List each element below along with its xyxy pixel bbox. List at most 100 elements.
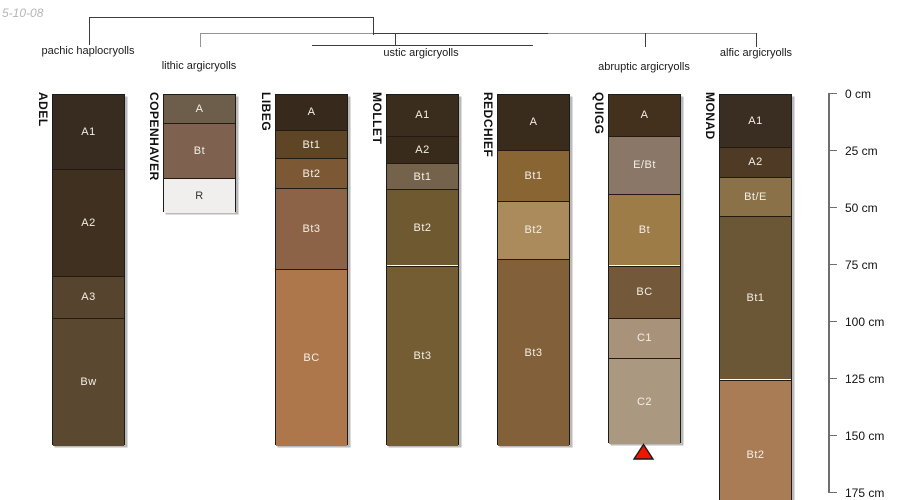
horizon-segment: Bt/E: [720, 176, 791, 217]
horizon-label: E/Bt: [633, 159, 656, 172]
horizon-label: A1: [81, 125, 96, 138]
red-triangle-marker: [632, 442, 655, 460]
horizon-segment: Bt2: [387, 189, 458, 266]
horizon-label: BC: [303, 351, 320, 364]
taxonomy-label-abruptic-argicryolls: abruptic argicryolls: [598, 60, 690, 73]
horizon-segment: E/Bt: [609, 135, 680, 194]
tree-connector-line: [372, 16, 374, 35]
horizon-segment: Bt3: [498, 258, 569, 446]
horizon-segment: A2: [53, 168, 124, 276]
tree-connector-line: [372, 32, 548, 35]
depth-tick: [828, 434, 837, 437]
horizon-label: Bt: [193, 144, 206, 157]
horizon-label: Bt2: [746, 449, 765, 462]
horizon-label: Bt2: [413, 221, 432, 234]
depth-tick-label: 50 cm: [845, 200, 878, 215]
horizon-label: A2: [748, 156, 763, 169]
horizon-label: Bt1: [524, 169, 543, 182]
depth-tick-label: 0 cm: [845, 86, 872, 101]
horizon-label: Bt1: [302, 138, 321, 151]
tree-connector-line: [644, 32, 646, 48]
depth-tick: [828, 263, 837, 266]
depth-tick-label: 100 cm: [845, 314, 885, 329]
horizon-segment: A: [609, 94, 680, 136]
series-name-label: MONAD: [703, 91, 717, 140]
horizon-label: Bw: [80, 376, 97, 389]
horizon-segment: BC: [609, 265, 680, 318]
horizon-segment: A: [498, 94, 569, 151]
horizon-label: R: [195, 189, 204, 202]
depth-tick-label: 150 cm: [845, 428, 885, 443]
series-name-label: LIBEG: [259, 91, 273, 131]
horizon-segment: Bt2: [276, 158, 347, 188]
taxonomy-label-lithic-argicryolls: lithic argicryolls: [161, 60, 237, 72]
horizon-label: Bt3: [413, 350, 432, 363]
horizon-segment: Bt1: [276, 129, 347, 159]
horizon-segment: Bt1: [387, 162, 458, 190]
horizon-label: A2: [415, 143, 430, 156]
horizon-segment: Bt1: [720, 216, 791, 380]
tree-connector-line: [755, 32, 757, 48]
series-name-label: ADEL: [36, 91, 50, 127]
soil-profile-column: A Bt1 Bt2 Bt3: [497, 93, 570, 446]
horizon-label: Bt1: [413, 170, 432, 183]
horizon-label: C2: [636, 395, 653, 408]
horizon-segment: A3: [53, 275, 124, 318]
horizon-label: A: [195, 102, 204, 115]
horizon-segment: A1: [387, 94, 458, 136]
horizon-label: Bt2: [524, 224, 543, 237]
series-name-label: REDCHIEF: [481, 91, 495, 157]
soil-profile-column: A1 A2 A3 Bw: [52, 93, 125, 446]
depth-tick-label: 125 cm: [845, 371, 885, 386]
horizon-label: Bt2: [302, 167, 321, 180]
soil-profile-column: A1 A2 Bt/E Bt1 Bt2: [719, 93, 792, 500]
tree-connector-line: [88, 16, 90, 45]
horizon-label: Bt3: [302, 222, 321, 235]
depth-tick-label: 25 cm: [845, 143, 878, 158]
horizon-label: Bt3: [524, 346, 543, 359]
horizon-segment: A2: [387, 135, 458, 163]
tree-connector-line: [88, 16, 374, 18]
taxonomy-label-alfic-argicryolls: alfic argicryolls: [719, 46, 793, 59]
horizon-label: BC: [636, 286, 653, 299]
horizon-segment: A2: [720, 146, 791, 177]
soil-profile-column: A Bt R: [163, 93, 236, 214]
horizon-label: A: [529, 116, 538, 129]
tree-connector-line: [312, 44, 533, 46]
tree-connector-line: [199, 32, 201, 48]
horizon-label: Bt: [638, 224, 651, 237]
depth-tick: [828, 92, 837, 95]
horizon-label: Bt1: [746, 292, 765, 305]
tree-connector-line: [394, 32, 396, 46]
horizon-segment: A1: [720, 94, 791, 147]
series-name-label: COPENHAVER: [147, 91, 161, 181]
horizon-segment: BC: [276, 268, 347, 446]
horizon-segment: Bt: [609, 193, 680, 266]
soil-profile-column: A1 A2 Bt1 Bt2 Bt3: [386, 93, 459, 446]
series-name-label: QUIGG: [592, 91, 606, 135]
horizon-segment: A1: [53, 94, 124, 169]
horizon-label: A: [640, 109, 649, 122]
horizon-segment: C1: [609, 317, 680, 358]
depth-tick-label: 75 cm: [845, 257, 878, 272]
horizon-label: C1: [636, 332, 653, 345]
soil-profile-column: A Bt1 Bt2 Bt3 BC: [275, 93, 348, 446]
taxonomy-label-pachic-haplocryolls: pachic haplocryolls: [41, 45, 135, 57]
series-name-label: MOLLET: [370, 91, 384, 144]
depth-tick: [828, 377, 837, 380]
horizon-segment: Bt2: [498, 200, 569, 259]
horizon-label: A2: [81, 216, 96, 229]
depth-tick: [828, 149, 837, 152]
depth-tick: [828, 206, 837, 209]
horizon-segment: Bt3: [276, 187, 347, 269]
horizon-segment: Bt: [164, 123, 235, 178]
soil-profile-column: A E/Bt Bt BC C1 C2: [608, 93, 681, 445]
taxonomy-label-ustic-argicryolls: ustic argicryolls: [383, 46, 459, 59]
horizon-label: A1: [748, 114, 763, 127]
depth-tick: [828, 491, 837, 494]
horizon-label: Bt/E: [744, 191, 767, 204]
depth-tick-label: 175 cm: [845, 485, 885, 500]
horizon-label: A1: [415, 109, 430, 122]
horizon-segment: Bt1: [498, 150, 569, 201]
